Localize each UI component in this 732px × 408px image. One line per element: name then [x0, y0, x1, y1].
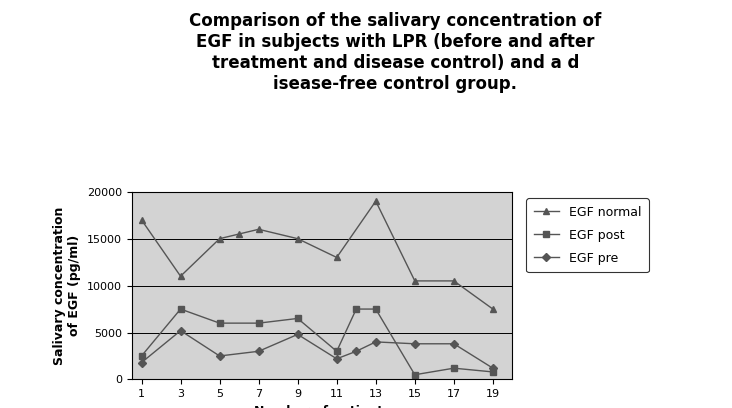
- EGF normal: [332, 255, 341, 260]
- EGF post: [411, 372, 419, 377]
- X-axis label: Number of patients: Number of patients: [254, 405, 390, 408]
- EGF normal: [254, 227, 263, 232]
- EGF normal: [488, 307, 497, 312]
- EGF pre: [488, 366, 497, 370]
- EGF post: [332, 349, 341, 354]
- EGF normal: [411, 278, 419, 283]
- EGF pre: [176, 328, 185, 333]
- EGF post: [215, 321, 224, 326]
- EGF post: [254, 321, 263, 326]
- EGF post: [176, 307, 185, 312]
- EGF normal: [215, 236, 224, 241]
- EGF pre: [254, 349, 263, 354]
- Y-axis label: Salivary concentration
of EGF (pg/ml): Salivary concentration of EGF (pg/ml): [53, 206, 81, 365]
- EGF pre: [294, 332, 302, 337]
- EGF normal: [371, 199, 380, 204]
- EGF pre: [449, 341, 458, 346]
- EGF post: [137, 353, 146, 359]
- Line: EGF normal: EGF normal: [138, 197, 496, 313]
- EGF pre: [215, 353, 224, 359]
- EGF post: [449, 366, 458, 370]
- Text: Comparison of the salivary concentration of
EGF in subjects with LPR (before and: Comparison of the salivary concentration…: [189, 12, 602, 93]
- Line: EGF pre: EGF pre: [139, 328, 496, 371]
- EGF normal: [137, 217, 146, 222]
- EGF post: [371, 307, 380, 312]
- EGF pre: [137, 360, 146, 365]
- EGF post: [294, 316, 302, 321]
- EGF pre: [411, 341, 419, 346]
- EGF post: [488, 370, 497, 375]
- EGF normal: [235, 232, 244, 237]
- EGF pre: [371, 339, 380, 344]
- Line: EGF post: EGF post: [138, 306, 496, 378]
- EGF post: [352, 307, 361, 312]
- EGF normal: [176, 274, 185, 279]
- EGF normal: [449, 278, 458, 283]
- Legend: EGF normal, EGF post, EGF pre: EGF normal, EGF post, EGF pre: [526, 198, 649, 272]
- EGF normal: [294, 236, 302, 241]
- EGF pre: [332, 356, 341, 361]
- EGF pre: [352, 349, 361, 354]
